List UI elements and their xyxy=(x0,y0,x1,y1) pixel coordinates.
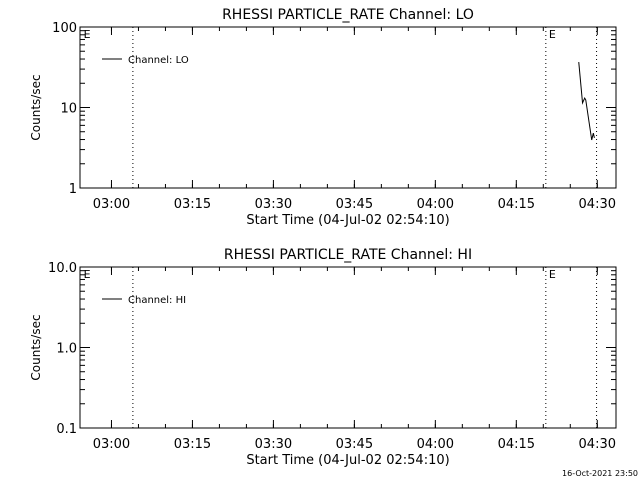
x-tick-label: 04:00 xyxy=(417,197,454,212)
y-tick-label: 10.0 xyxy=(48,261,77,276)
y-tick-label: 0.1 xyxy=(56,422,77,437)
y-tick-label: 1 xyxy=(69,182,77,197)
x-tick-label: 03:00 xyxy=(93,437,130,452)
footer-timestamp: 16-Oct-2021 23:50 xyxy=(562,469,638,478)
x-tick-label: 04:30 xyxy=(579,197,616,212)
x-tick-label: 03:15 xyxy=(174,437,211,452)
legend-label: Channel: LO xyxy=(128,55,189,66)
y-axis-label: Counts/sec xyxy=(29,314,43,380)
y-tick-label: 100 xyxy=(52,21,77,36)
event-marker: E xyxy=(549,268,556,281)
x-tick-label: 03:45 xyxy=(336,437,373,452)
x-tick-label: 03:15 xyxy=(174,197,211,212)
x-tick-label: 04:00 xyxy=(417,437,454,452)
x-tick-label: 03:00 xyxy=(93,197,130,212)
x-tick-label: 04:15 xyxy=(498,197,535,212)
event-marker: E xyxy=(84,28,91,41)
x-tick-label: 03:30 xyxy=(255,437,292,452)
y-tick-label: 1.0 xyxy=(56,342,77,357)
series-line xyxy=(578,61,595,141)
chart-title: RHESSI PARTICLE_RATE Channel: HI xyxy=(224,247,472,263)
chart-title: RHESSI PARTICLE_RATE Channel: LO xyxy=(222,7,474,23)
x-tick-label: 03:45 xyxy=(336,197,373,212)
y-tick-label: 10 xyxy=(60,102,77,117)
plot-frame xyxy=(79,266,617,429)
y-axis-label: Counts/sec xyxy=(29,74,43,140)
x-axis-label: Start Time (04-Jul-02 02:54:10) xyxy=(246,453,449,468)
plot-frame xyxy=(79,26,617,189)
legend-label: Channel: HI xyxy=(128,295,186,306)
event-marker: E xyxy=(84,268,91,281)
x-tick-label: 04:15 xyxy=(498,437,535,452)
event-marker: E xyxy=(549,28,556,41)
x-tick-label: 04:30 xyxy=(579,437,616,452)
x-tick-label: 03:30 xyxy=(255,197,292,212)
x-axis-label: Start Time (04-Jul-02 02:54:10) xyxy=(246,213,449,228)
